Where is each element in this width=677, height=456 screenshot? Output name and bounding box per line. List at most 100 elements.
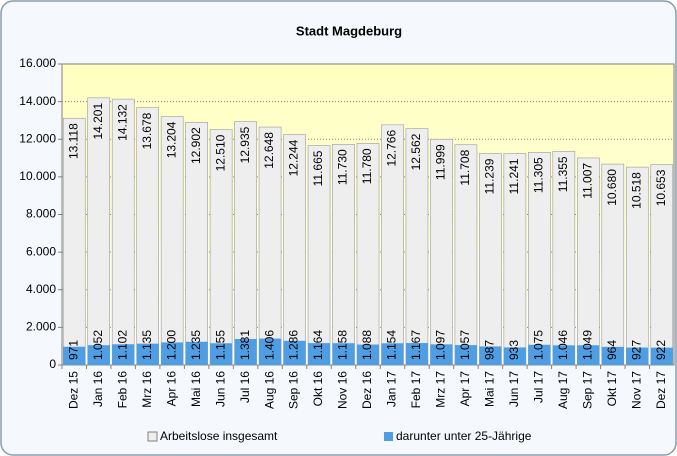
value-label: 12.935 (238, 126, 252, 163)
bar (528, 344, 551, 365)
bar (332, 343, 355, 365)
value-label: 11.241 (507, 158, 521, 194)
value-label: 11.730 (336, 149, 350, 185)
value-label: 1.049 (580, 330, 594, 360)
x-tick-label: Jan 17 (385, 371, 399, 407)
x-tick-label: Mai 17 (483, 371, 497, 407)
y-tick-label: 2.000 (26, 320, 56, 334)
bar (381, 343, 404, 365)
value-label: 14.201 (91, 103, 105, 140)
x-tick-label: Aug 16 (262, 371, 276, 409)
bar (479, 346, 502, 365)
value-label: 1.046 (556, 330, 570, 360)
bar (259, 338, 282, 365)
bar (552, 345, 575, 365)
value-label: 12.648 (262, 132, 276, 169)
y-tick-label: 16.000 (19, 56, 56, 70)
bar (356, 344, 380, 365)
value-label: 13.678 (140, 112, 154, 149)
x-tick-label: Dez 16 (360, 371, 374, 409)
value-label: 1.406 (262, 330, 276, 360)
value-label: 1.235 (189, 330, 203, 360)
bar (185, 341, 208, 365)
value-label: 1.135 (140, 330, 154, 360)
value-label: 14.132 (115, 104, 129, 141)
value-label: 11.999 (434, 144, 448, 180)
x-tick-label: Okt 16 (311, 371, 325, 407)
value-label: 922 (654, 340, 668, 360)
x-tick-label: Jun 17 (507, 371, 521, 407)
bar (430, 344, 453, 365)
bar (454, 345, 477, 365)
value-label: 1.167 (409, 330, 423, 360)
value-label: 1.052 (91, 330, 105, 360)
x-tick-label: Dez 17 (654, 371, 668, 409)
value-label: 1.088 (360, 330, 374, 360)
value-label: 10.518 (629, 172, 643, 209)
value-label: 11.239 (483, 158, 497, 194)
value-label: 987 (483, 340, 497, 360)
legend-swatch (384, 432, 393, 441)
x-tick-label: Nov 17 (629, 371, 643, 409)
legend-label: Arbeitslose insgesamt (160, 429, 278, 443)
x-tick-label: Nov 16 (336, 371, 350, 409)
value-label: 1.158 (336, 330, 350, 360)
y-tick-label: 14.000 (19, 94, 56, 108)
x-tick-label: Sep 16 (287, 371, 301, 409)
y-tick-label: 10.000 (19, 169, 56, 183)
value-label: 1.097 (434, 330, 448, 360)
x-tick-label: Jul 16 (238, 371, 252, 403)
value-label: 12.902 (189, 127, 203, 164)
value-label: 1.102 (115, 330, 129, 360)
x-tick-label: Mai 16 (189, 371, 203, 407)
x-tick-label: Aug 17 (556, 371, 570, 409)
value-label: 971 (66, 340, 80, 360)
value-label: 11.305 (532, 157, 546, 193)
value-label: 13.204 (164, 121, 178, 158)
x-tick-label: Apr 16 (164, 371, 178, 407)
value-label: 1.381 (238, 330, 252, 360)
value-label: 10.653 (654, 169, 668, 206)
y-tick-label: 8.000 (26, 207, 56, 221)
y-tick-label: 6.000 (26, 244, 56, 258)
bar (112, 344, 135, 365)
value-label: 11.708 (458, 149, 472, 185)
value-label: 927 (629, 340, 643, 360)
value-label: 11.665 (311, 150, 325, 186)
x-tick-label: Apr 17 (458, 371, 472, 407)
bar (161, 342, 184, 365)
value-label: 1.075 (532, 330, 546, 360)
value-label: 13.118 (66, 123, 80, 159)
value-label: 1.164 (311, 330, 325, 360)
value-label: 933 (507, 340, 521, 360)
bar (577, 345, 600, 365)
chart-title: Stadt Magdeburg (296, 23, 402, 38)
x-tick-label: Feb 16 (115, 371, 129, 409)
value-label: 11.355 (556, 156, 570, 192)
bar (405, 343, 428, 365)
value-label: 1.057 (458, 330, 472, 360)
x-tick-label: Feb 17 (409, 371, 423, 409)
bar (283, 340, 306, 365)
bar (136, 343, 159, 365)
bar (234, 339, 257, 365)
bar (601, 346, 624, 365)
bar (87, 345, 110, 365)
x-tick-label: Mrz 17 (434, 371, 448, 408)
bar (63, 346, 86, 365)
value-label: 11.007 (580, 163, 594, 199)
value-label: 1.286 (287, 330, 301, 360)
bar (308, 343, 331, 365)
y-tick-label: 12.000 (19, 131, 56, 145)
bar (626, 347, 649, 365)
x-tick-label: Jul 17 (532, 371, 546, 403)
x-tick-label: Sep 17 (580, 371, 594, 409)
value-label: 11.780 (360, 148, 374, 184)
value-label: 12.510 (213, 134, 227, 171)
value-label: 964 (605, 340, 619, 360)
x-tick-label: Okt 17 (605, 371, 619, 407)
bar (210, 343, 233, 365)
x-tick-label: Mrz 16 (140, 371, 154, 408)
y-tick-label: 4.000 (26, 282, 56, 296)
